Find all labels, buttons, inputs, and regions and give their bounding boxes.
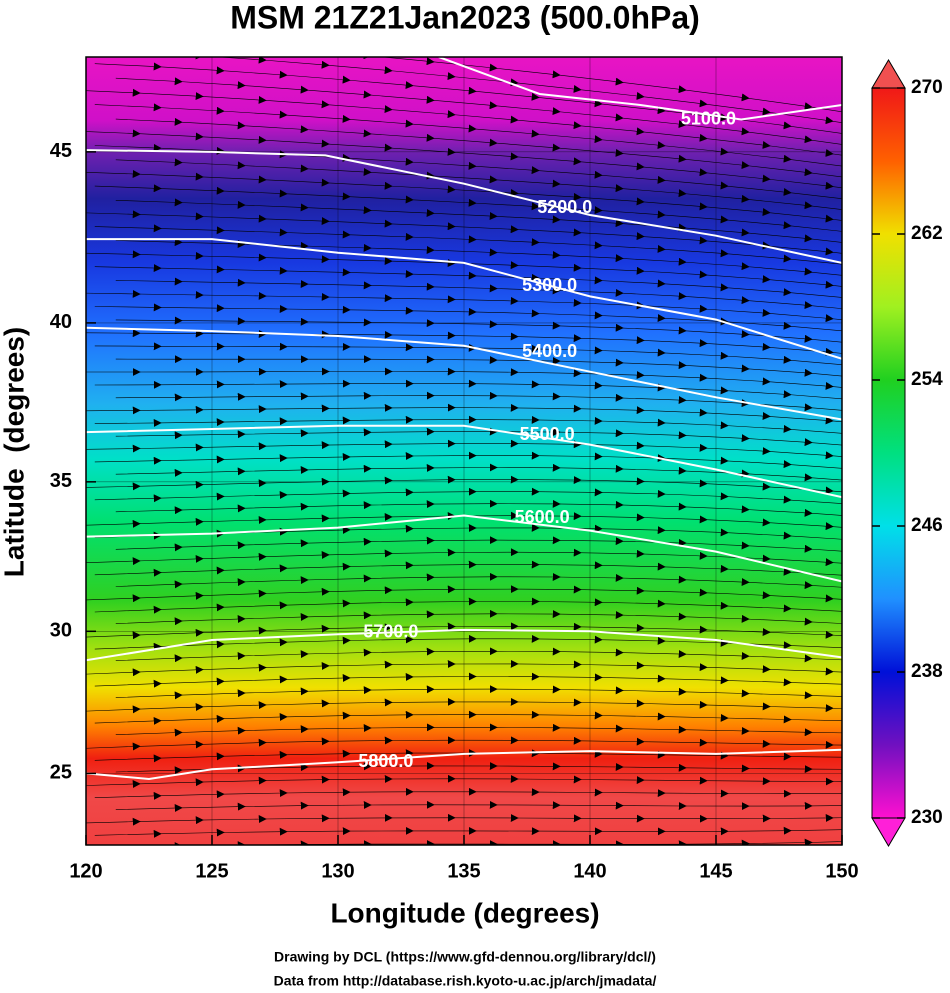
streamline — [115, 463, 842, 482]
contour-line — [438, 57, 842, 121]
contour-label: 5100.0 — [681, 108, 736, 128]
colorbar-tick-label: 254 — [911, 369, 943, 390]
streamline — [115, 499, 842, 517]
contour-label: 5700.0 — [363, 622, 418, 642]
y-tick-label: 30 — [50, 620, 72, 642]
streamline — [115, 536, 842, 553]
streamline — [86, 813, 842, 826]
streamline — [115, 800, 842, 812]
streamline — [174, 838, 842, 845]
streamline — [86, 774, 842, 789]
contour-line — [86, 149, 842, 264]
y-axis-label: Latitude (degrees) — [0, 327, 29, 577]
y-tick-label: 45 — [50, 140, 72, 162]
streamline — [94, 597, 842, 614]
colorbar-tick-label: 246 — [911, 515, 943, 536]
streamline — [86, 697, 842, 714]
credit: Drawing by DCL (https://www.gfd-dennou.o… — [274, 949, 656, 965]
contour-label: 5400.0 — [522, 341, 577, 361]
contour-label: 5800.0 — [358, 751, 413, 771]
colorbar — [871, 87, 906, 819]
streamline — [94, 672, 842, 688]
streamline — [94, 451, 842, 469]
y-tick-label: 35 — [50, 470, 72, 492]
x-tick-label: 145 — [699, 860, 732, 882]
streamline — [94, 379, 842, 400]
streamline — [94, 710, 842, 725]
title: MSM 21Z21Jan2023 (500.0hPa) — [230, 0, 700, 35]
contour-label: 5500.0 — [520, 424, 575, 444]
streamline — [86, 439, 842, 460]
contour-label: 5300.0 — [522, 275, 577, 295]
colorbar-min-arrow — [871, 817, 906, 847]
streamline — [115, 647, 842, 663]
streamline — [86, 736, 842, 751]
streamline — [115, 572, 842, 590]
contour-line — [86, 748, 842, 781]
colorbar-max-arrow — [871, 59, 906, 89]
x-tick-label: 120 — [69, 860, 102, 882]
x-tick-label: 140 — [573, 860, 606, 882]
x-tick-label: 135 — [447, 860, 480, 882]
credit: Data from http://database.rish.kyoto-u.a… — [274, 973, 657, 989]
x-tick-label: 125 — [195, 860, 228, 882]
map-overlay: 5100.0 5200.0 5300.0 5400.0 5500.0 5600.0 5700… — [86, 57, 842, 845]
x-tick-label: 130 — [321, 860, 354, 882]
streamline — [86, 511, 842, 531]
colorbar-tick-label: 230 — [911, 807, 943, 828]
streamline — [94, 560, 842, 577]
streamline — [115, 427, 842, 447]
x-axis-label: Longitude (degrees) — [330, 897, 599, 928]
contour-line — [86, 326, 842, 421]
streamline — [94, 826, 842, 838]
streamline — [86, 622, 842, 640]
colorbar-tick-label: 238 — [911, 661, 943, 682]
contour-line — [86, 628, 842, 662]
streamline — [115, 723, 842, 737]
streamline — [94, 787, 842, 800]
y-tick-label: 25 — [50, 762, 72, 784]
colorbar-tick-label: 262 — [911, 223, 943, 244]
streamline — [94, 487, 842, 504]
contour-line — [86, 514, 842, 583]
y-tick-label: 40 — [50, 311, 72, 333]
streamline — [115, 685, 842, 700]
streamline — [86, 548, 842, 567]
contour-label: 5200.0 — [537, 197, 592, 217]
colorbar-tick-label: 270 — [911, 77, 943, 98]
streamline — [115, 609, 842, 626]
streamline — [94, 415, 842, 434]
streamline — [94, 634, 842, 651]
streamline — [86, 585, 842, 603]
contour-label: 5600.0 — [515, 507, 570, 527]
streamline — [86, 659, 842, 677]
contour-line — [86, 424, 842, 499]
x-tick-label: 150 — [825, 860, 858, 882]
contour-line — [86, 238, 842, 360]
streamline — [86, 475, 842, 495]
